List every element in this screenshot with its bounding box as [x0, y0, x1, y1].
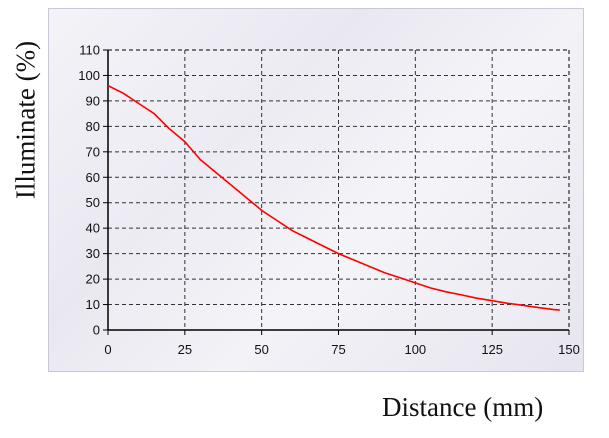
y-tick-label: 30 — [86, 246, 100, 261]
y-tick-label: 40 — [86, 221, 100, 236]
y-tick-label: 100 — [78, 68, 100, 83]
y-tick-label: 50 — [86, 195, 100, 210]
y-axis-label: Illuminate (%) — [10, 40, 41, 200]
y-tick-label: 110 — [79, 43, 100, 58]
y-tick-label: 0 — [93, 323, 100, 338]
y-tick-label: 70 — [86, 144, 100, 159]
tick-labels: 0 10 20 30 40 50 60 70 80 90 100 110 0 25 50 75 100 125 15… — [78, 43, 580, 358]
y-tick-label: 80 — [86, 119, 100, 134]
x-tick-label: 150 — [558, 342, 580, 357]
x-tick-label: 25 — [178, 342, 192, 357]
y-tick-label: 10 — [86, 297, 100, 312]
chart-panel — [48, 8, 584, 372]
axes — [103, 49, 570, 335]
x-tick-label: 75 — [331, 342, 345, 357]
x-axis-label: Distance (mm) — [382, 392, 544, 422]
series — [107, 84, 560, 311]
y-tick-label: 90 — [86, 93, 100, 108]
x-tick-label: 0 — [104, 342, 111, 357]
y-tick-label: 60 — [86, 170, 100, 185]
y-tick-label: 20 — [86, 272, 100, 287]
x-tick-label: 125 — [481, 342, 503, 357]
x-tick-label: 100 — [404, 342, 426, 357]
x-tick-label: 50 — [254, 342, 268, 357]
grid — [108, 50, 569, 330]
series-line-1 — [107, 84, 560, 311]
